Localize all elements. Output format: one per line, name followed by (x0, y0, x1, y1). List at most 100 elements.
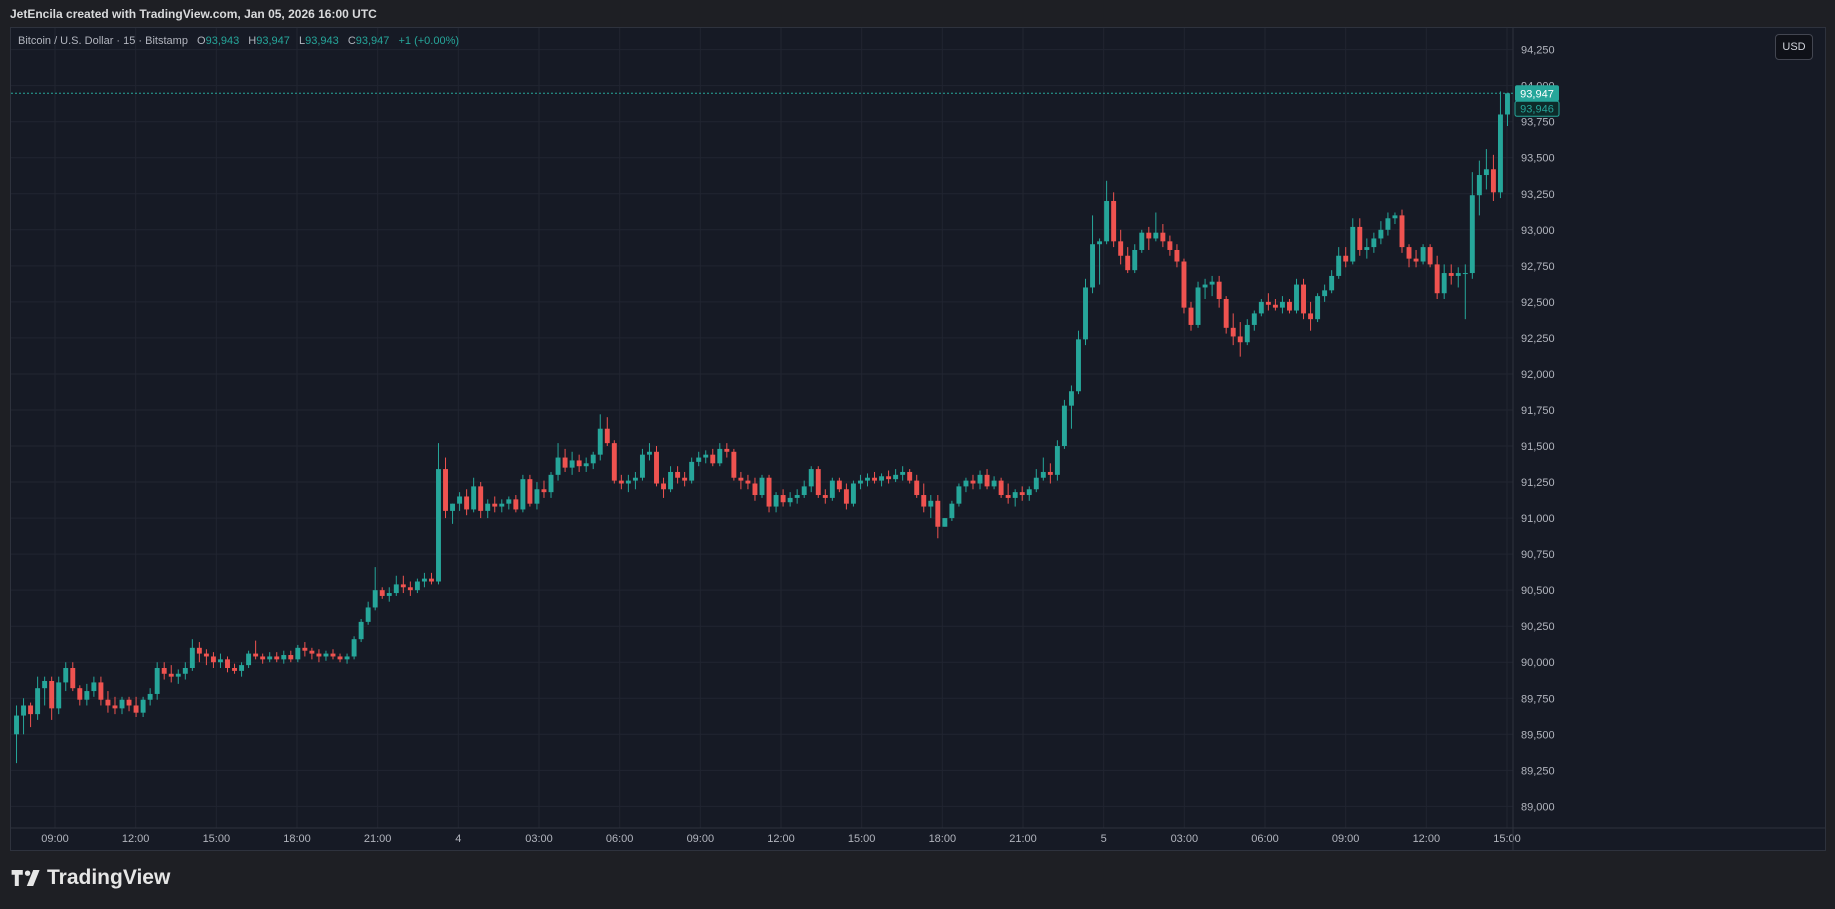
candle-body (576, 460, 582, 467)
candle-body (801, 486, 807, 496)
candle-body (872, 477, 877, 481)
candle-body (1272, 304, 1278, 308)
y-tick-label: 91,250 (1521, 477, 1555, 489)
candle-body (942, 518, 948, 527)
candle-body (1118, 241, 1124, 256)
y-tick-label: 93,750 (1521, 117, 1555, 129)
y-tick-label: 91,750 (1521, 405, 1555, 417)
candle-body (773, 495, 779, 507)
candle-body (1090, 244, 1096, 288)
candle-body (1104, 200, 1110, 242)
candle-body (625, 480, 631, 484)
candle-body (836, 480, 842, 490)
candle-body (555, 457, 561, 475)
candle-body (1364, 247, 1370, 250)
candle-body (1279, 301, 1285, 308)
x-tick-label: 15:00 (203, 833, 231, 845)
candle-body (323, 653, 329, 657)
x-tick-label: 18:00 (283, 833, 311, 845)
candle-body (527, 479, 533, 504)
open-label: O (197, 35, 206, 47)
candle-body (1385, 218, 1391, 230)
last-price-tag (1515, 85, 1559, 102)
y-tick-label: 93,500 (1521, 153, 1555, 165)
candle-body (147, 693, 153, 700)
candle-body (738, 477, 744, 481)
candle-body (1308, 313, 1314, 320)
chart-frame[interactable]: 89,000 89,250 89,500 89,750 90,000 90,250 90,5… (10, 27, 1826, 851)
candle-body (1490, 169, 1496, 193)
candle-body (421, 578, 427, 582)
candle-body (84, 691, 90, 700)
candle-body (710, 454, 716, 464)
x-tick-label: 4 (455, 833, 461, 845)
candle-body (914, 480, 920, 496)
candle-body (562, 457, 568, 468)
candle-body (1258, 301, 1264, 314)
chart-caption: JetEncila created with TradingView.com, … (10, 7, 377, 21)
candle-body (970, 480, 976, 484)
x-tick-label: 15:00 (848, 833, 876, 845)
candle-body (414, 581, 420, 591)
candle-body (1139, 232, 1145, 250)
candle-body (794, 495, 800, 498)
candle-body (1505, 93, 1510, 115)
y-tick-label: 90,250 (1521, 621, 1555, 633)
currency-button[interactable]: USD (1775, 34, 1813, 60)
price-chart[interactable]: 89,000 89,250 89,500 89,750 90,000 90,250 90,5… (11, 28, 1825, 850)
candle-body (182, 668, 188, 674)
x-tick-label: 5 (1101, 833, 1107, 845)
candle-body (1230, 327, 1236, 337)
candle-body (1012, 492, 1018, 498)
close-value: 93,947 (355, 35, 390, 47)
candle-body (140, 699, 146, 713)
candle-body (436, 469, 441, 582)
candle-body (1497, 114, 1503, 193)
candle-body (225, 659, 230, 668)
candle-body (857, 480, 863, 484)
candle-body (274, 656, 280, 660)
candle-body (203, 653, 209, 657)
candle-body (1026, 489, 1032, 496)
candle-body (288, 655, 294, 660)
last-price-label: 93,947 (1520, 88, 1554, 100)
candle-body (267, 656, 273, 660)
y-tick-label: 91,500 (1521, 441, 1555, 453)
candle-body (1132, 249, 1138, 271)
x-tick-label: 12:00 (767, 833, 795, 845)
candle-body (1244, 324, 1250, 343)
candle-body (154, 668, 160, 694)
candle-body (1005, 495, 1011, 498)
candle-body (1054, 446, 1060, 475)
candle-body (1469, 195, 1475, 274)
low-label: L (298, 35, 306, 47)
x-tick-label: 15:00 (1493, 833, 1521, 845)
candle-body (218, 659, 223, 663)
candle-body (471, 486, 477, 510)
candle-body (1209, 281, 1215, 285)
candle-body (822, 495, 828, 498)
candle-body (175, 673, 181, 677)
candle-body (112, 705, 118, 709)
candle-body (808, 469, 814, 487)
candle-body (98, 682, 104, 700)
candle-body (1322, 290, 1328, 297)
candle-body (358, 621, 364, 640)
x-tick-label: 03:00 (525, 833, 553, 845)
candle-body (21, 705, 27, 716)
y-tick-label: 93,250 (1521, 189, 1555, 201)
x-tick-label: 12:00 (1413, 833, 1441, 845)
brand-name: TradingView (47, 866, 171, 889)
y-tick-label: 89,500 (1521, 729, 1555, 741)
candle-body (766, 477, 772, 507)
candle-body (1195, 287, 1201, 325)
candle-body (696, 457, 702, 462)
candle-body (1476, 175, 1482, 196)
candle-body (907, 471, 913, 481)
candle-body (1378, 229, 1384, 239)
candle-body (1181, 261, 1187, 308)
candle-body (590, 454, 596, 464)
y-tick-label: 92,250 (1521, 333, 1555, 345)
candle-body (1061, 405, 1067, 447)
candle-body (1097, 241, 1103, 245)
